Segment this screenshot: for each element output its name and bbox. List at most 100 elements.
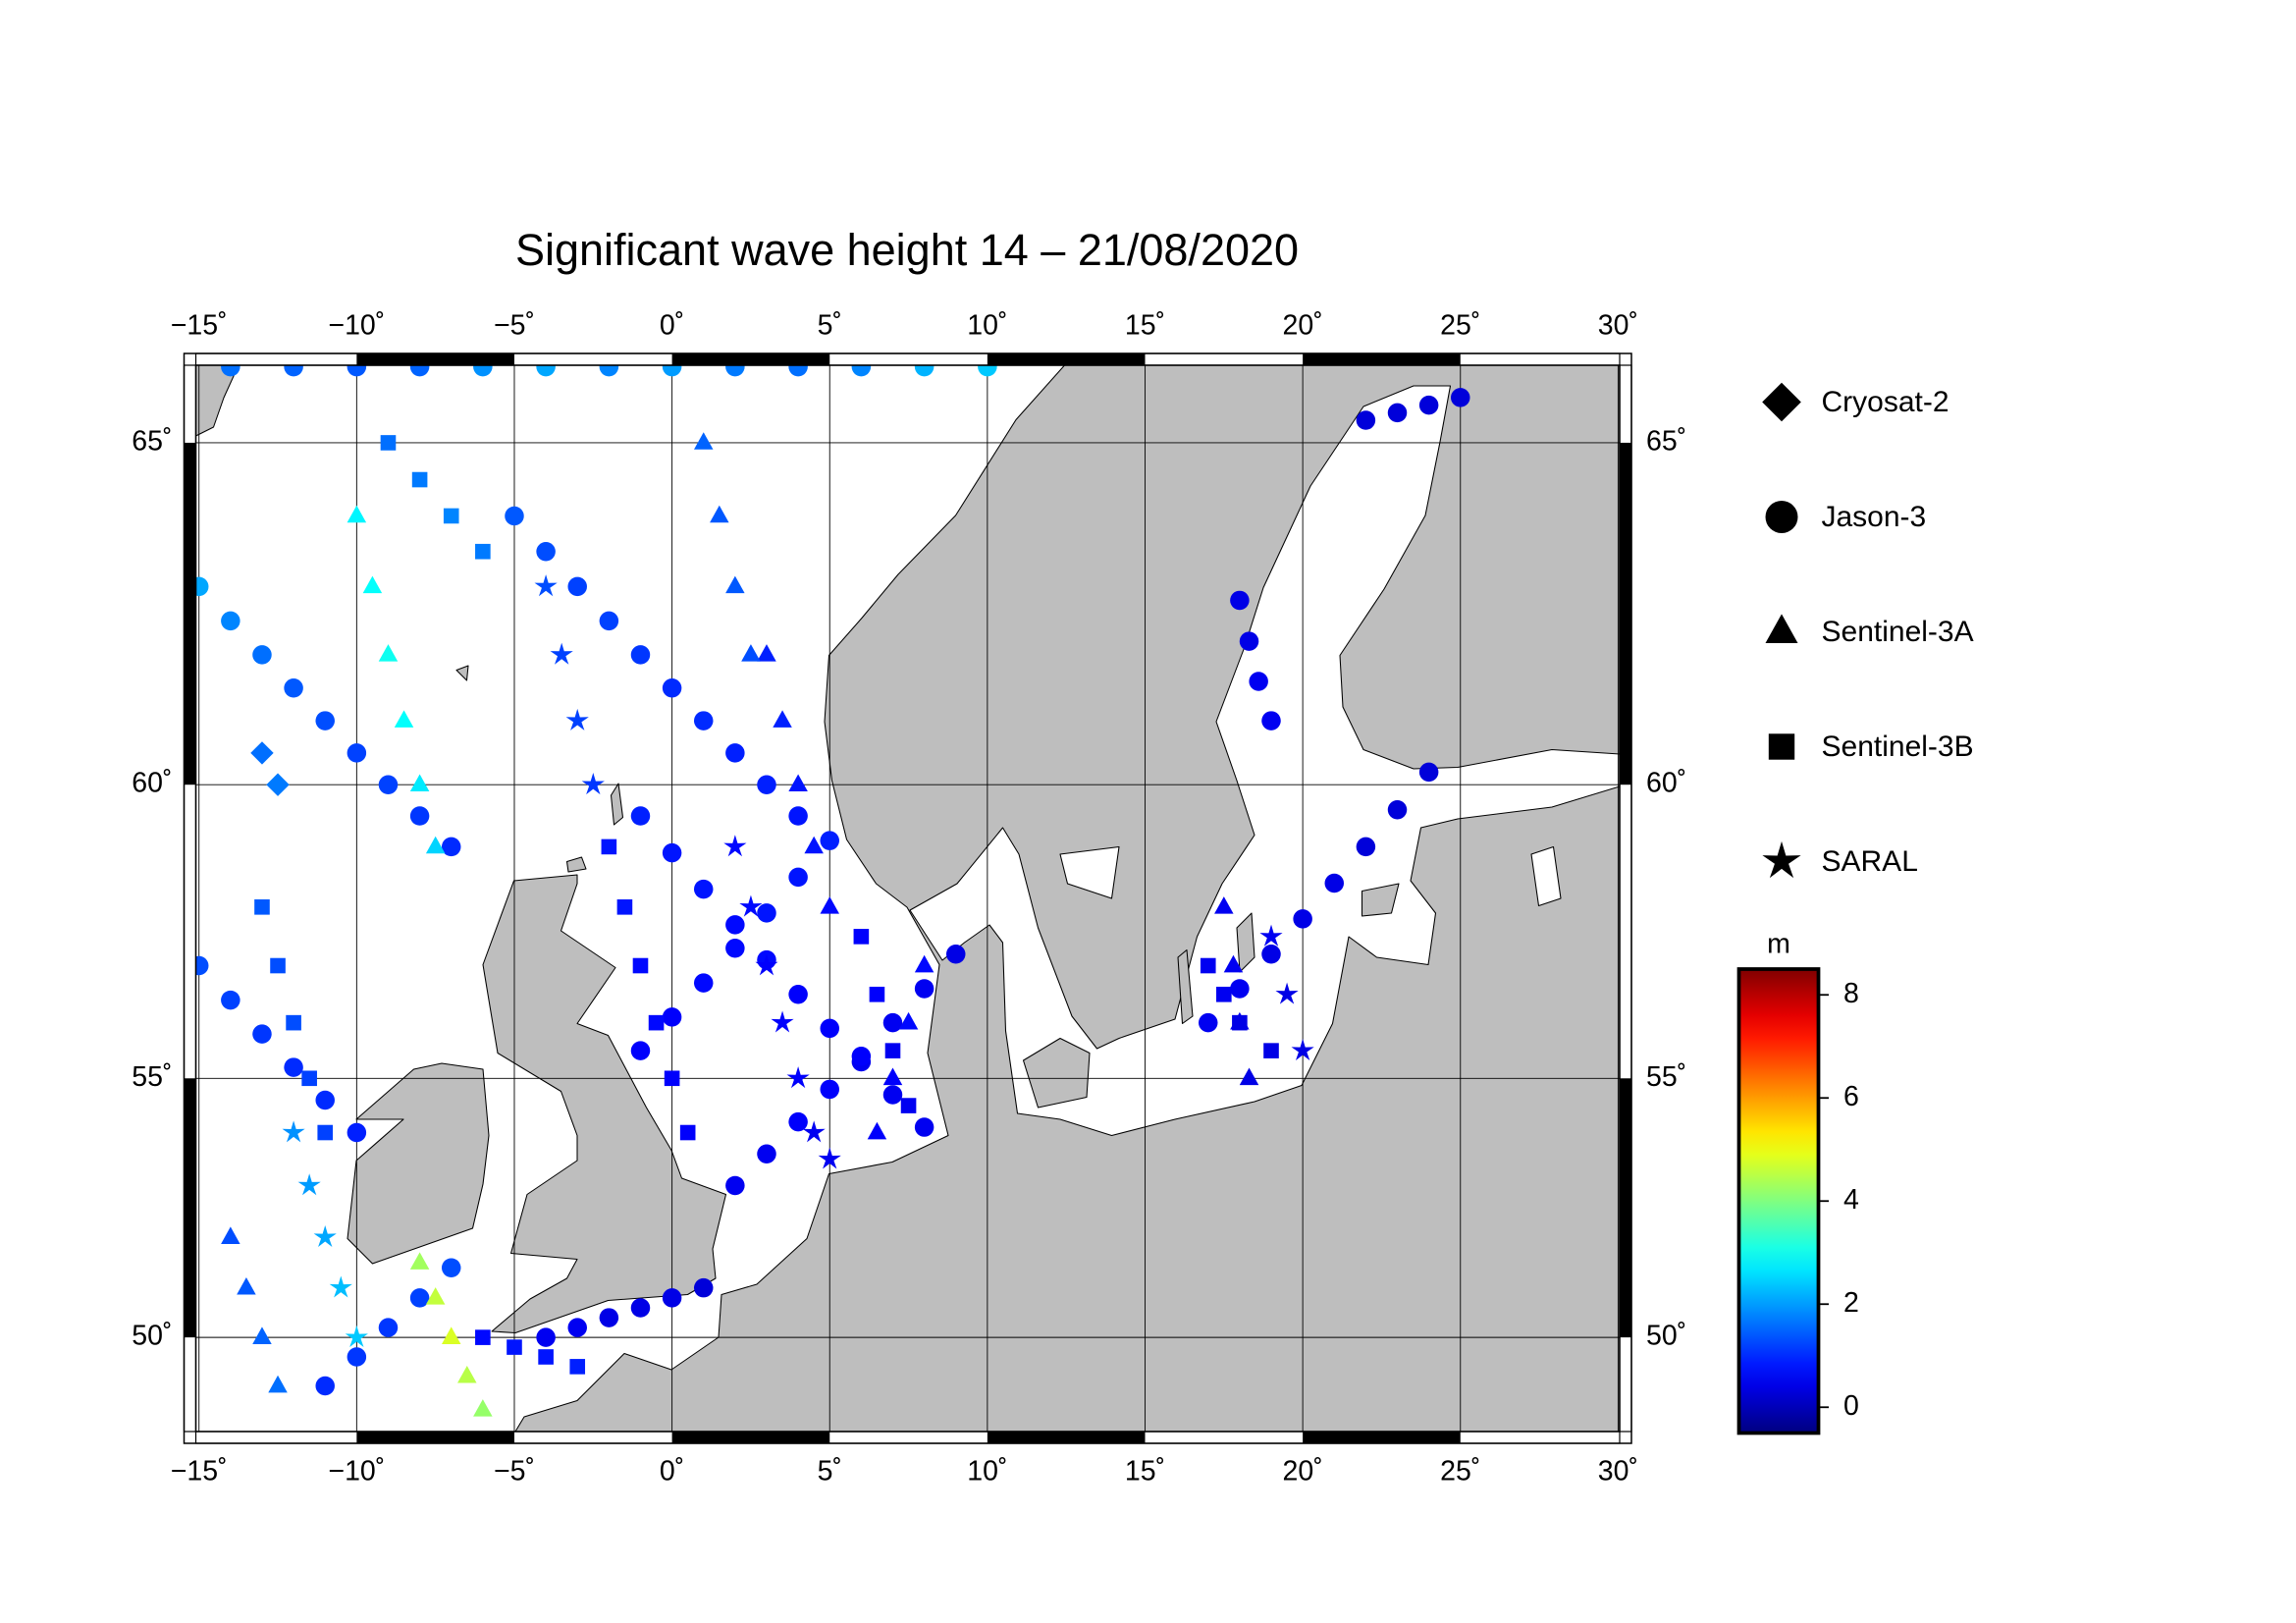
colorbar-tick-label: 6 [1843,1081,1859,1112]
observation [882,1012,903,1033]
observation [536,541,556,562]
legend-label: Sentinel-3A [1822,616,1974,648]
observation [1214,896,1234,914]
observation [252,1024,272,1044]
observation [820,831,839,850]
frame-segment [356,353,514,365]
x-tick-label: 20˚ [1283,1456,1323,1488]
observation [221,990,240,1010]
x-tick-label: 15˚ [1125,1456,1165,1488]
map-border [194,364,1621,1433]
x-tick-label: −15˚ [171,310,228,342]
observation [475,1329,491,1345]
observation [1216,986,1232,1002]
observation [569,1359,586,1375]
x-tick-label: −10˚ [328,1456,385,1488]
observation [581,773,605,795]
observation [884,1043,901,1058]
observation [1387,799,1408,820]
x-tick-label: 10˚ [967,1456,1007,1488]
observation [409,1252,430,1270]
y-tick-label: 50˚ [132,1321,172,1352]
observation [820,1079,839,1100]
y-tick-label: 55˚ [1646,1061,1686,1093]
lake [1059,845,1120,899]
observation [1230,979,1250,999]
frame-border [183,352,1632,1444]
observation [1451,388,1470,407]
observation [648,1014,665,1031]
observation [1275,982,1299,1004]
observation [599,365,619,377]
observation [313,1224,337,1248]
observation [252,645,272,665]
x-tick-label: 0˚ [660,310,684,342]
observation [284,365,303,377]
observation [345,1325,368,1347]
observation [725,939,745,958]
observation [534,574,558,597]
observation [869,986,885,1002]
legend-label: Sentinel-3B [1822,730,1974,763]
gotland [1236,912,1255,973]
frame-segment [1303,1432,1461,1443]
observation [409,1288,430,1308]
observation [914,365,934,377]
legend: Cryosat-2 Jason-3 Sentinel-3A Sentinel-3B SA… [1762,382,1974,879]
observation [914,979,934,999]
observation [315,711,335,730]
observation [723,835,747,857]
legend-label: Jason-3 [1822,501,1927,533]
observation [505,506,524,526]
observation [1223,954,1244,973]
x-tick-label: 15˚ [1125,310,1165,342]
observation [284,677,303,698]
observation [945,944,966,964]
legend-marker [1765,501,1798,533]
observation [1356,837,1376,857]
y-tick-label: 65˚ [132,425,172,457]
legend-marker [1765,614,1798,644]
observation [301,1070,317,1087]
observation [409,774,430,792]
chart-title: Significant wave height 14 – 21/08/2020 [515,225,1299,275]
observation [473,1399,493,1417]
observation [788,985,808,1004]
danish-islands [1022,1037,1091,1109]
graticule [195,365,1621,1432]
x-tick-label: 25˚ [1440,310,1480,342]
frame-segment [671,1432,830,1443]
observation [693,432,714,450]
observation [1418,762,1439,783]
observation [693,973,714,993]
observations [195,365,1470,1417]
y-tick-label: 60˚ [1646,768,1686,799]
basemap [195,365,1621,1432]
observation [599,1308,619,1327]
observation [1239,1067,1259,1086]
observation [1418,395,1439,415]
great-britain [482,874,727,1334]
colorbar-label: m [1767,929,1790,960]
observation [254,899,270,915]
x-tick-label: 5˚ [818,1456,842,1488]
observation [786,1066,810,1089]
observation [252,1326,272,1344]
observation [329,1275,352,1298]
observation [536,1327,556,1347]
x-tick-label: −5˚ [494,310,535,342]
observation [1387,403,1408,423]
observation [441,1326,461,1344]
observation [725,915,745,935]
observation [757,775,776,794]
iceland [195,365,240,437]
observation [1356,410,1376,430]
observation [567,1318,587,1337]
faroe [455,665,469,681]
legend-label: SARAL [1822,845,1918,878]
colorbar-tick-label: 2 [1843,1287,1859,1319]
colorbar-scale [1736,967,1821,1435]
observation [284,1057,303,1077]
saaremaa [1361,883,1400,917]
